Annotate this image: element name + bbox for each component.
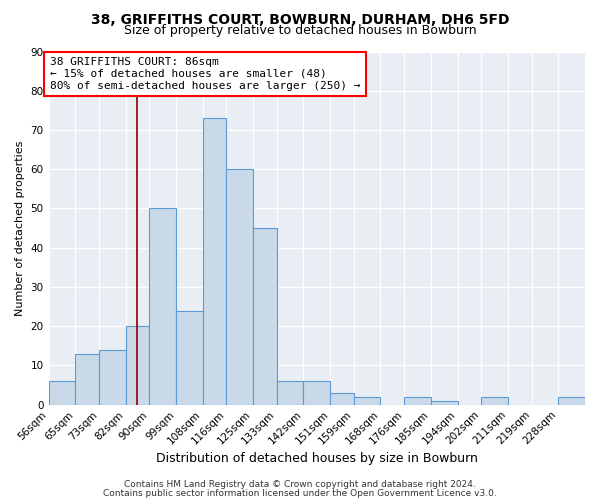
Bar	[253, 228, 277, 404]
Text: Size of property relative to detached houses in Bowburn: Size of property relative to detached ho…	[124, 24, 476, 37]
Text: 38 GRIFFITHS COURT: 86sqm
← 15% of detached houses are smaller (48)
80% of semi-: 38 GRIFFITHS COURT: 86sqm ← 15% of detac…	[50, 58, 361, 90]
Bar	[404, 397, 431, 404]
Text: 38, GRIFFITHS COURT, BOWBURN, DURHAM, DH6 5FD: 38, GRIFFITHS COURT, BOWBURN, DURHAM, DH…	[91, 12, 509, 26]
X-axis label: Distribution of detached houses by size in Bowburn: Distribution of detached houses by size …	[156, 452, 478, 465]
Bar	[481, 397, 508, 404]
Bar	[431, 401, 458, 404]
Bar	[330, 393, 354, 404]
Bar	[99, 350, 125, 405]
Bar	[277, 381, 304, 404]
Bar	[203, 118, 226, 405]
Text: Contains public sector information licensed under the Open Government Licence v3: Contains public sector information licen…	[103, 488, 497, 498]
Text: Contains HM Land Registry data © Crown copyright and database right 2024.: Contains HM Land Registry data © Crown c…	[124, 480, 476, 489]
Bar	[354, 397, 380, 404]
Y-axis label: Number of detached properties: Number of detached properties	[15, 140, 25, 316]
Bar	[149, 208, 176, 404]
Bar	[49, 381, 75, 404]
Bar	[176, 310, 203, 404]
Bar	[75, 354, 99, 405]
Bar	[304, 381, 330, 404]
Bar	[125, 326, 149, 404]
Bar	[559, 397, 585, 404]
Bar	[226, 169, 253, 404]
